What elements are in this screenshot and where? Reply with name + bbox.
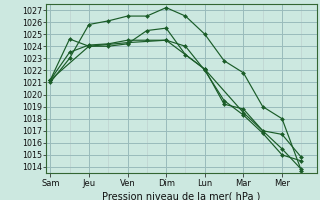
X-axis label: Pression niveau de la mer( hPa ): Pression niveau de la mer( hPa ): [102, 192, 261, 200]
